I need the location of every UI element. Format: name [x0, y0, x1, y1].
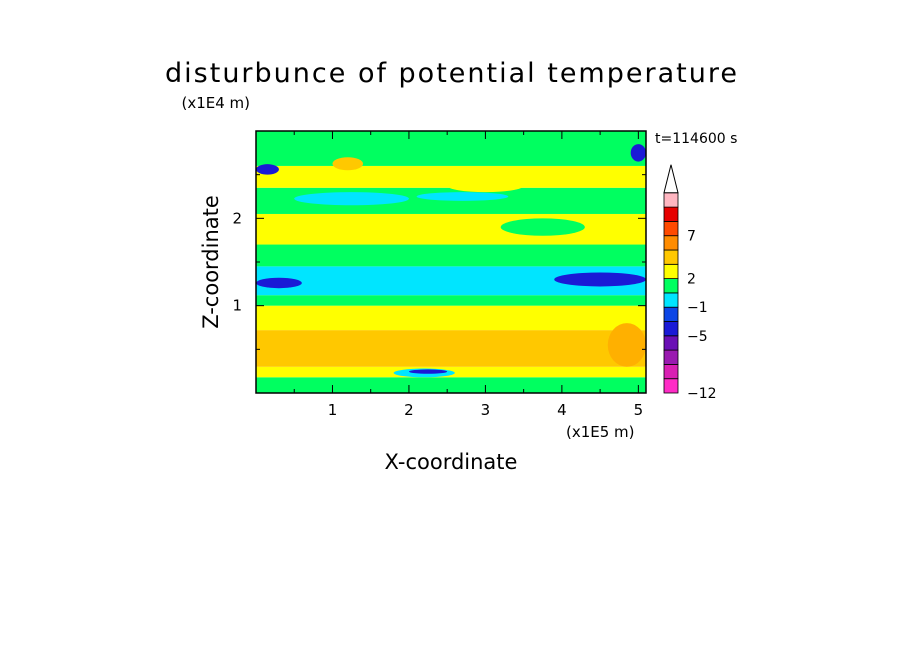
- y-unit-label: (x1E4 m): [181, 94, 250, 112]
- y-tick-labels: 12: [232, 209, 242, 314]
- field-layer: [256, 377, 646, 393]
- axis-ticks: [256, 131, 646, 393]
- field-feature: [607, 323, 646, 367]
- x-tick-label: 5: [634, 401, 644, 419]
- x-tick-label: 2: [404, 401, 414, 419]
- x-axis-label: X-coordinate: [385, 450, 518, 474]
- field-layer: [256, 305, 646, 331]
- colorbar-swatch: [663, 278, 679, 294]
- y-tick-label: 2: [232, 209, 242, 227]
- field-feature: [332, 157, 364, 171]
- colorbar-swatch: [663, 292, 679, 308]
- colorbar-swatch: [663, 263, 679, 279]
- x-unit-label: (x1E5 m): [566, 423, 635, 441]
- field-layer: [256, 131, 646, 166]
- field-feature: [447, 179, 524, 193]
- plot-fill: [256, 131, 646, 393]
- colorbar-swatch: [663, 335, 679, 351]
- field-feature: [416, 192, 509, 201]
- colorbar-label: −12: [687, 386, 717, 402]
- chart-title: disturbunce of potential temperature: [165, 58, 739, 89]
- colorbar-swatch: [663, 321, 679, 337]
- colorbar-label: 7: [687, 229, 696, 245]
- time-label: t=114600 s: [655, 131, 737, 147]
- field-feature: [630, 144, 646, 162]
- field-feature: [256, 277, 302, 289]
- x-tick-label: 4: [557, 401, 567, 419]
- field-layer: [256, 244, 646, 267]
- colorbar-swatch: [663, 206, 679, 222]
- colorbar-extend-arrow: [663, 164, 679, 194]
- field-feature: [554, 272, 646, 287]
- colorbar-swatch: [663, 235, 679, 251]
- colorbar-swatch: [663, 192, 679, 208]
- field-feature: [294, 192, 409, 206]
- field-layer: [256, 165, 646, 188]
- field-layer: [256, 295, 646, 306]
- colorbar-labels: 7 2 −1 −5 −12: [687, 229, 717, 402]
- colorbar-label: −5: [687, 329, 708, 345]
- colorbar-swatch: [663, 363, 679, 380]
- field-layer: [256, 330, 646, 367]
- y-tick-label: 1: [232, 297, 242, 315]
- field-feature: [256, 164, 279, 175]
- field-feature: [408, 369, 448, 374]
- y-axis-label: Z-coordinate: [199, 195, 223, 329]
- x-tick-label: 3: [481, 401, 491, 419]
- colorbar-swatch: [663, 378, 679, 394]
- colorbar: [663, 164, 679, 394]
- colorbar-swatch: [663, 349, 679, 365]
- colorbar-label: 2: [687, 272, 696, 288]
- colorbar-swatch: [663, 306, 679, 322]
- colorbar-swatch: [663, 220, 679, 237]
- x-tick-label: 1: [328, 401, 338, 419]
- field-layer: [256, 213, 646, 245]
- colorbar-swatch: [663, 249, 679, 265]
- colorbar-label: −1: [687, 300, 708, 316]
- x-tick-labels: 1 2 3 4 5: [328, 401, 643, 419]
- field-feature: [500, 218, 585, 236]
